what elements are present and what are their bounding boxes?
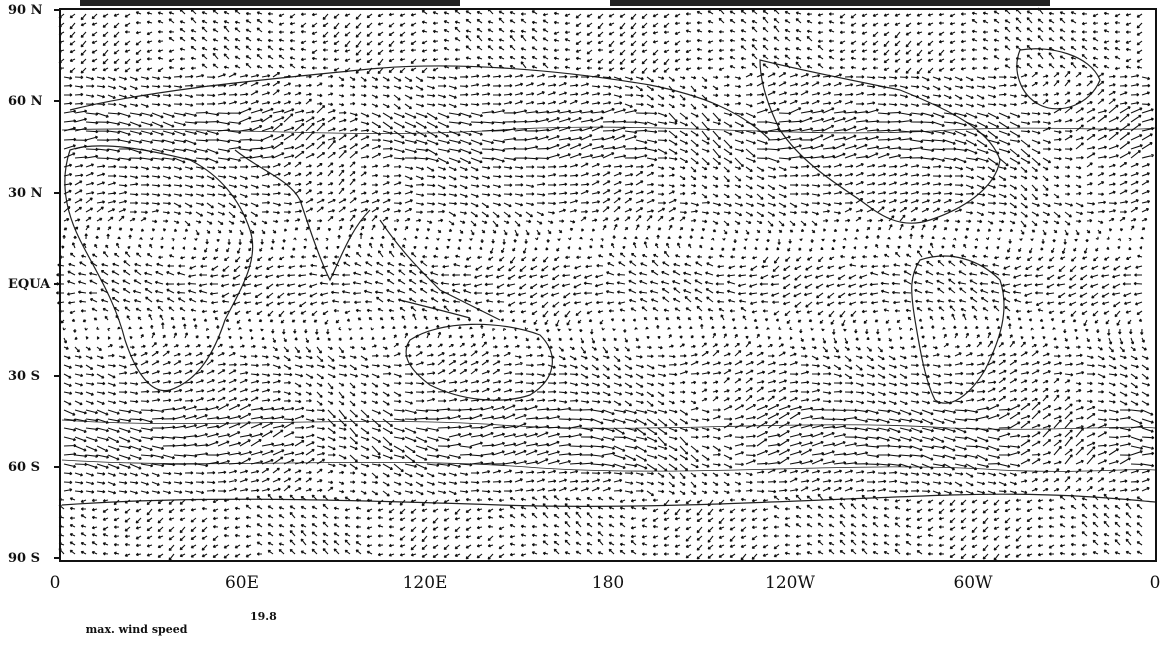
wind-vector-field xyxy=(55,7,1155,561)
y-tick-equa: EQUA xyxy=(8,277,51,292)
title-fragment xyxy=(80,0,1050,6)
x-tick-60e: 60E xyxy=(225,573,259,593)
y-tick-90s: 90 S xyxy=(8,551,40,566)
wind-vector-map: 90 N 60 N 30 N EQUA 30 S 60 S 90 S 0 60E… xyxy=(8,0,1161,593)
x-tick-60w: 60W xyxy=(953,573,993,593)
y-tick-60n: 60 N xyxy=(8,94,43,109)
max-wind-speed-label: max. wind speed xyxy=(85,623,188,636)
y-axis: 90 N 60 N 30 N EQUA 30 S 60 S 90 S xyxy=(8,3,60,566)
max-wind-speed-value: 19.8 xyxy=(250,610,277,623)
y-tick-30n: 30 N xyxy=(8,186,43,201)
y-tick-30s: 30 S xyxy=(8,369,40,384)
wind-vectors xyxy=(55,7,1155,561)
x-tick-0: 0 xyxy=(50,573,61,593)
x-tick-120w: 120W xyxy=(765,573,815,593)
y-tick-60s: 60 S xyxy=(8,460,40,475)
y-tick-90n: 90 N xyxy=(8,3,43,18)
x-tick-120e: 120E xyxy=(403,573,448,593)
x-axis: 0 60E 120E 180 120W 60W 0 xyxy=(50,573,1161,593)
x-tick-180: 180 xyxy=(592,573,624,593)
footer-legend: max. wind speed 19.8 xyxy=(78,610,277,649)
x-tick-0-end: 0 xyxy=(1150,573,1161,593)
